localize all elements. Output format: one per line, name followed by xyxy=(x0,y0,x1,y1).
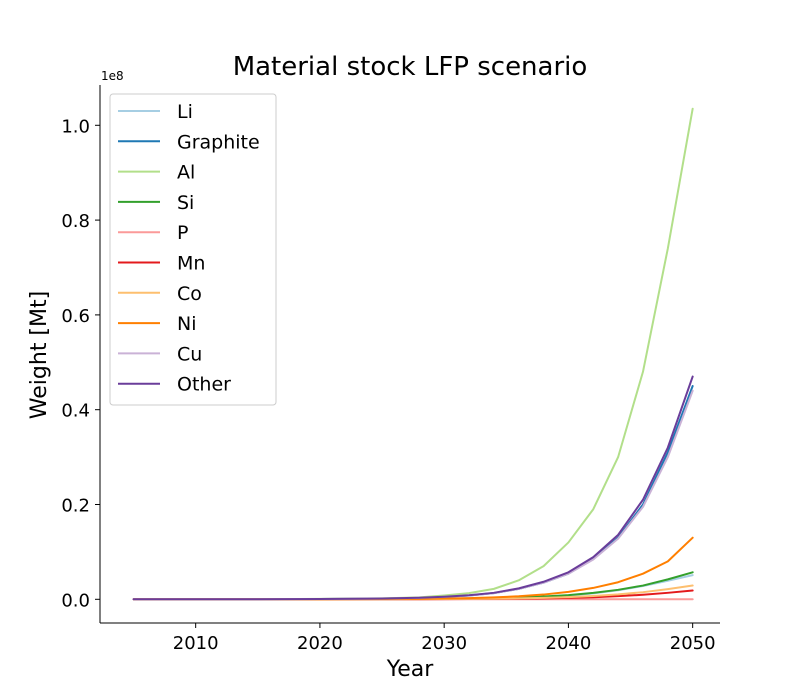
y-axis-label: Weight [Mt] xyxy=(27,291,52,419)
legend-label-p: P xyxy=(177,222,188,244)
x-tick-label: 2030 xyxy=(421,633,467,654)
legend-label-li: Li xyxy=(177,101,193,123)
y-ticks: 0.0 0.2 0.4 0.6 0.8 1.0 xyxy=(61,116,100,611)
y-axis-scale-label: 1e8 xyxy=(101,69,124,83)
y-tick-label: 0.6 xyxy=(61,306,90,327)
x-ticks: 2010 2020 2030 2040 2050 xyxy=(173,623,716,654)
legend-label-mn: Mn xyxy=(177,253,205,275)
legend-label-si: Si xyxy=(177,192,194,214)
legend-label-al: Al xyxy=(177,162,195,184)
chart-title: Material stock LFP scenario xyxy=(233,52,588,82)
y-tick-label: 1.0 xyxy=(61,116,90,137)
series-layer xyxy=(132,107,694,601)
legend-label-graphite: Graphite xyxy=(177,131,260,153)
axes xyxy=(99,85,720,624)
x-tick-label: 2040 xyxy=(546,633,592,654)
x-tick-label: 2020 xyxy=(297,633,343,654)
legend-label-other: Other xyxy=(177,374,231,396)
x-tick-label: 2050 xyxy=(670,633,716,654)
x-tick-label: 2010 xyxy=(173,633,219,654)
legend-label-ni: Ni xyxy=(177,313,197,335)
y-tick-label: 0.2 xyxy=(61,495,90,516)
series-line-graphite xyxy=(132,385,694,601)
legend-label-cu: Cu xyxy=(177,343,202,365)
y-tick-label: 0.0 xyxy=(61,590,90,611)
y-tick-label: 0.4 xyxy=(61,401,90,422)
legend: Li Graphite Al Si P Mn Co Ni Cu Other xyxy=(109,93,277,406)
x-axis-label: Year xyxy=(386,657,435,682)
legend-label-co: Co xyxy=(177,283,202,305)
series-line-other xyxy=(132,375,694,601)
y-tick-label: 0.8 xyxy=(61,211,90,232)
series-line-cu xyxy=(132,389,694,601)
